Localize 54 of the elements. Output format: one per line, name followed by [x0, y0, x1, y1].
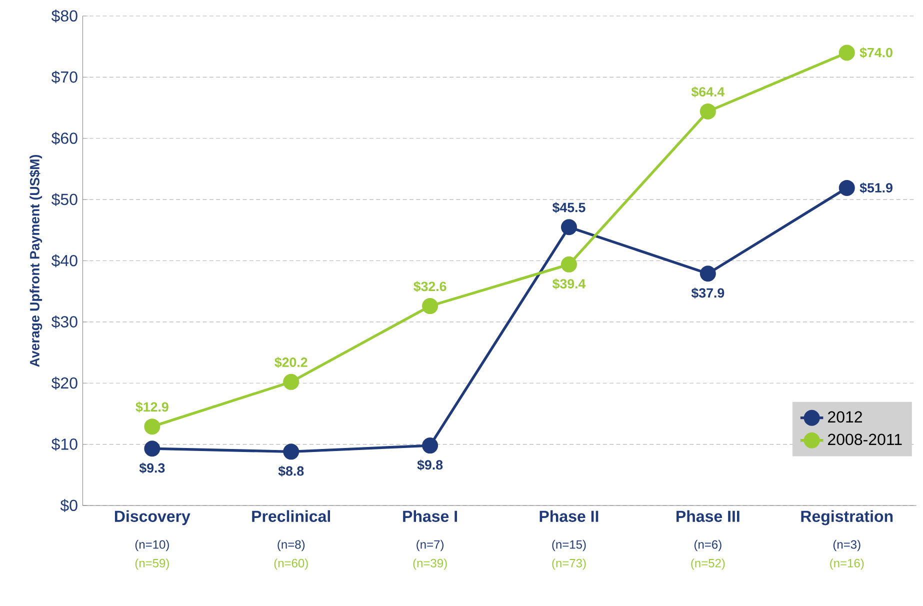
x-tick-label: Phase III: [676, 510, 740, 522]
data-label: $20.2: [274, 357, 308, 368]
data-label: $37.9: [691, 288, 724, 299]
text: (n=15): [552, 540, 586, 552]
text: (n=8): [278, 540, 305, 552]
y-tick-label: $10: [51, 438, 78, 452]
point: [283, 444, 300, 460]
y-tick-label: $80: [51, 10, 78, 23]
point: [838, 180, 855, 196]
point: [700, 104, 716, 120]
data-label: $32.6: [414, 281, 446, 292]
data-label: $64.4: [691, 86, 725, 98]
data-label: $9.8: [417, 460, 443, 471]
data-label: $8.8: [278, 466, 304, 477]
x-tick-label: Discovery: [114, 510, 190, 526]
legend-label: 2008-2011: [828, 434, 902, 446]
y-tick-label: $30: [51, 316, 78, 329]
legend-label: 2012: [828, 411, 862, 423]
text: (n=10): [135, 540, 169, 552]
y-tick-label: $60: [51, 132, 78, 146]
point: [144, 440, 160, 457]
y-axis-title: Average Upfront Payment (US$M): [29, 155, 42, 368]
text: (n=59): [135, 558, 169, 570]
text: (n=3): [833, 540, 860, 552]
x-tick-label: Phase I: [403, 510, 457, 522]
point: [422, 298, 438, 314]
point: [422, 438, 438, 454]
text: (n=39): [413, 558, 447, 570]
text: (n=60): [274, 558, 308, 570]
x-tick-label: Registration: [801, 510, 893, 526]
data-label: $9.3: [139, 462, 165, 474]
text: (n=73): [552, 558, 586, 570]
text: (n=52): [691, 558, 725, 570]
point: [838, 44, 855, 61]
point: [560, 256, 577, 273]
y-tick-label: $20: [51, 376, 78, 390]
x-tick-label: Phase II: [540, 510, 598, 522]
data-label: $45.5: [552, 202, 586, 214]
x-tick-label: Preclinical: [252, 510, 330, 522]
data-label: $12.9: [136, 402, 168, 413]
y-tick-label: $0: [60, 499, 78, 512]
text: (n=16): [830, 558, 864, 570]
data-label: $74.0: [860, 47, 892, 58]
point: [700, 266, 716, 282]
data-label: $39.4: [552, 278, 586, 290]
text: (n=6): [694, 540, 722, 552]
y-tick-label: $40: [51, 254, 78, 268]
point: [283, 374, 300, 390]
data-label: $51.9: [860, 182, 892, 194]
text: (n=7): [416, 540, 444, 552]
y-tick-label: $70: [51, 70, 78, 84]
point: [560, 219, 577, 236]
y-tick-label: $50: [51, 193, 78, 206]
point: [144, 418, 160, 435]
